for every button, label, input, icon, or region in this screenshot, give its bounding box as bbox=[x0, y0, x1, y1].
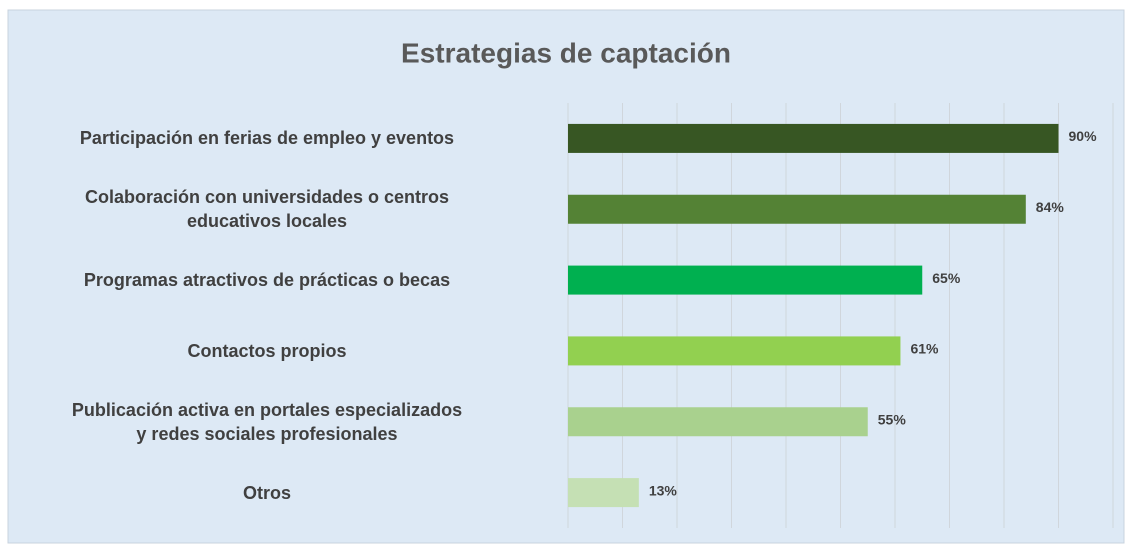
category-label: Participación en ferias de empleo y even… bbox=[79, 128, 455, 149]
chart-title: Estrategias de captación bbox=[401, 37, 731, 68]
value-label: 84% bbox=[1036, 199, 1065, 215]
value-label: 61% bbox=[910, 341, 939, 357]
bar bbox=[568, 265, 923, 295]
bar bbox=[568, 194, 1026, 224]
value-label: 13% bbox=[649, 482, 678, 498]
category-label: Colaboración con universidades o centros… bbox=[84, 187, 450, 232]
value-label: 65% bbox=[932, 270, 961, 286]
bar bbox=[568, 478, 639, 508]
category-label: Publicación activa en portales especiali… bbox=[71, 399, 463, 444]
category-label: Programas atractivos de prácticas o beca… bbox=[83, 270, 451, 291]
category-label: Contactos propios bbox=[187, 340, 347, 361]
value-label: 55% bbox=[878, 411, 907, 427]
bar bbox=[568, 123, 1059, 153]
bar bbox=[568, 407, 868, 437]
value-label: 90% bbox=[1069, 128, 1098, 144]
bar bbox=[568, 336, 901, 366]
chart-background bbox=[7, 9, 1125, 544]
category-label: Otros bbox=[242, 482, 291, 503]
